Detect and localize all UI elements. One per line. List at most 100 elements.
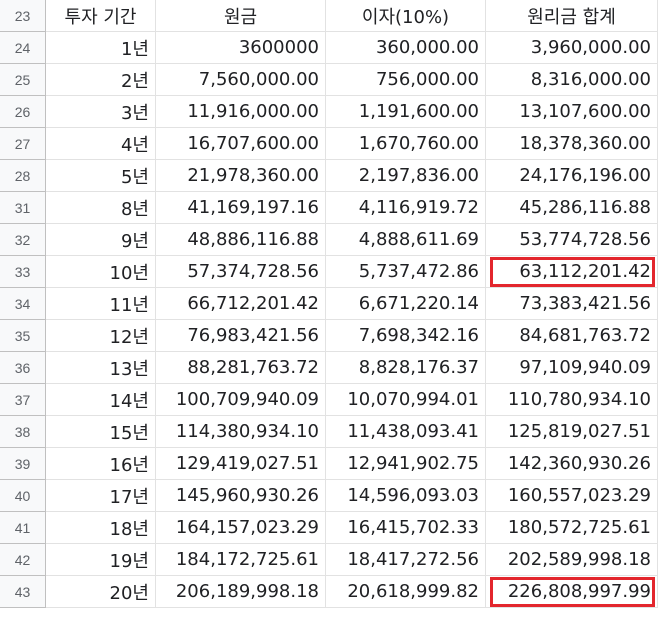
- cell-interest[interactable]: 2,197,836.00: [326, 160, 486, 192]
- cell-period[interactable]: 8년: [46, 192, 156, 224]
- table-row: 39 16년 129,419,027.51 12,941,902.75 142,360,…: [0, 448, 658, 480]
- cell-interest[interactable]: 11,438,093.41: [326, 416, 486, 448]
- cell-interest[interactable]: 10,070,994.01: [326, 384, 486, 416]
- cell-principal[interactable]: 66,712,201.42: [156, 288, 326, 320]
- cell-period[interactable]: 17년: [46, 480, 156, 512]
- cell-total[interactable]: 97,109,940.09: [486, 352, 658, 384]
- cell-total[interactable]: 160,557,023.29: [486, 480, 658, 512]
- row-number[interactable]: 28: [0, 160, 46, 192]
- cell-total[interactable]: 110,780,934.10: [486, 384, 658, 416]
- header-interest[interactable]: 이자(10%): [326, 0, 486, 32]
- cell-interest[interactable]: 4,116,919.72: [326, 192, 486, 224]
- cell-interest[interactable]: 14,596,093.03: [326, 480, 486, 512]
- row-number[interactable]: 43: [0, 576, 46, 608]
- row-number[interactable]: 39: [0, 448, 46, 480]
- cell-total[interactable]: 142,360,930.26: [486, 448, 658, 480]
- cell-total[interactable]: 73,383,421.56: [486, 288, 658, 320]
- cell-interest[interactable]: 7,698,342.16: [326, 320, 486, 352]
- table-row: 27 4년 16,707,600.00 1,670,760.00 18,378,360.…: [0, 128, 658, 160]
- cell-period[interactable]: 11년: [46, 288, 156, 320]
- cell-period[interactable]: 12년: [46, 320, 156, 352]
- cell-interest[interactable]: 5,737,472.86: [326, 256, 486, 288]
- cell-principal[interactable]: 48,886,116.88: [156, 224, 326, 256]
- cell-interest[interactable]: 8,828,176.37: [326, 352, 486, 384]
- cell-total[interactable]: 13,107,600.00: [486, 96, 658, 128]
- cell-total[interactable]: 53,774,728.56: [486, 224, 658, 256]
- cell-period[interactable]: 14년: [46, 384, 156, 416]
- row-number[interactable]: 33: [0, 256, 46, 288]
- row-number[interactable]: 37: [0, 384, 46, 416]
- header-principal[interactable]: 원금: [156, 0, 326, 32]
- cell-total[interactable]: 63,112,201.42: [486, 256, 658, 288]
- row-number[interactable]: 32: [0, 224, 46, 256]
- cell-principal[interactable]: 164,157,023.29: [156, 512, 326, 544]
- cell-total[interactable]: 24,176,196.00: [486, 160, 658, 192]
- row-number[interactable]: 36: [0, 352, 46, 384]
- cell-total[interactable]: 3,960,000.00: [486, 32, 658, 64]
- cell-interest[interactable]: 1,191,600.00: [326, 96, 486, 128]
- cell-total[interactable]: 180,572,725.61: [486, 512, 658, 544]
- cell-interest[interactable]: 20,618,999.82: [326, 576, 486, 608]
- cell-period[interactable]: 13년: [46, 352, 156, 384]
- cell-principal[interactable]: 206,189,998.18: [156, 576, 326, 608]
- cell-principal[interactable]: 145,960,930.26: [156, 480, 326, 512]
- row-number[interactable]: 41: [0, 512, 46, 544]
- cell-interest[interactable]: 18,417,272.56: [326, 544, 486, 576]
- cell-total[interactable]: 202,589,998.18: [486, 544, 658, 576]
- cell-principal[interactable]: 100,709,940.09: [156, 384, 326, 416]
- cell-period[interactable]: 2년: [46, 64, 156, 96]
- cell-period[interactable]: 16년: [46, 448, 156, 480]
- cell-principal[interactable]: 16,707,600.00: [156, 128, 326, 160]
- cell-period[interactable]: 4년: [46, 128, 156, 160]
- cell-principal[interactable]: 57,374,728.56: [156, 256, 326, 288]
- cell-interest[interactable]: 4,888,611.69: [326, 224, 486, 256]
- cell-principal[interactable]: 114,380,934.10: [156, 416, 326, 448]
- cell-period[interactable]: 5년: [46, 160, 156, 192]
- row-number[interactable]: 42: [0, 544, 46, 576]
- cell-principal[interactable]: 7,560,000.00: [156, 64, 326, 96]
- row-number[interactable]: 25: [0, 64, 46, 96]
- cell-period[interactable]: 3년: [46, 96, 156, 128]
- row-number[interactable]: 40: [0, 480, 46, 512]
- cell-principal[interactable]: 3600000: [156, 32, 326, 64]
- cell-principal[interactable]: 184,172,725.61: [156, 544, 326, 576]
- cell-period[interactable]: 9년: [46, 224, 156, 256]
- header-total[interactable]: 원리금 합계: [486, 0, 658, 32]
- row-number[interactable]: 26: [0, 96, 46, 128]
- row-number[interactable]: 38: [0, 416, 46, 448]
- cell-principal[interactable]: 11,916,000.00: [156, 96, 326, 128]
- cell-principal[interactable]: 76,983,421.56: [156, 320, 326, 352]
- cell-principal[interactable]: 88,281,763.72: [156, 352, 326, 384]
- cell-period[interactable]: 20년: [46, 576, 156, 608]
- cell-interest[interactable]: 1,670,760.00: [326, 128, 486, 160]
- row-number[interactable]: 35: [0, 320, 46, 352]
- cell-total[interactable]: 18,378,360.00: [486, 128, 658, 160]
- table-row: 42 19년 184,172,725.61 18,417,272.56 202,589,…: [0, 544, 658, 576]
- cell-total[interactable]: 45,286,116.88: [486, 192, 658, 224]
- row-number[interactable]: 34: [0, 288, 46, 320]
- table-row: 33 10년 57,374,728.56 5,737,472.86 63,112,201…: [0, 256, 658, 288]
- cell-total[interactable]: 84,681,763.72: [486, 320, 658, 352]
- cell-period[interactable]: 19년: [46, 544, 156, 576]
- cell-interest[interactable]: 360,000.00: [326, 32, 486, 64]
- row-number[interactable]: 24: [0, 32, 46, 64]
- cell-principal[interactable]: 21,978,360.00: [156, 160, 326, 192]
- cell-total[interactable]: 125,819,027.51: [486, 416, 658, 448]
- row-number[interactable]: 31: [0, 192, 46, 224]
- cell-interest[interactable]: 12,941,902.75: [326, 448, 486, 480]
- cell-principal[interactable]: 129,419,027.51: [156, 448, 326, 480]
- header-period[interactable]: 투자 기간: [46, 0, 156, 32]
- cell-period[interactable]: 15년: [46, 416, 156, 448]
- cell-principal[interactable]: 41,169,197.16: [156, 192, 326, 224]
- cell-period[interactable]: 1년: [46, 32, 156, 64]
- row-number[interactable]: 27: [0, 128, 46, 160]
- cell-total[interactable]: 8,316,000.00: [486, 64, 658, 96]
- cell-interest[interactable]: 756,000.00: [326, 64, 486, 96]
- cell-interest[interactable]: 16,415,702.33: [326, 512, 486, 544]
- row-number[interactable]: 23: [0, 0, 46, 32]
- cell-interest[interactable]: 6,671,220.14: [326, 288, 486, 320]
- cell-period[interactable]: 10년: [46, 256, 156, 288]
- table-row: 43 20년 206,189,998.18 20,618,999.82 226,808,…: [0, 576, 658, 608]
- cell-period[interactable]: 18년: [46, 512, 156, 544]
- cell-total[interactable]: 226,808,997.99: [486, 576, 658, 608]
